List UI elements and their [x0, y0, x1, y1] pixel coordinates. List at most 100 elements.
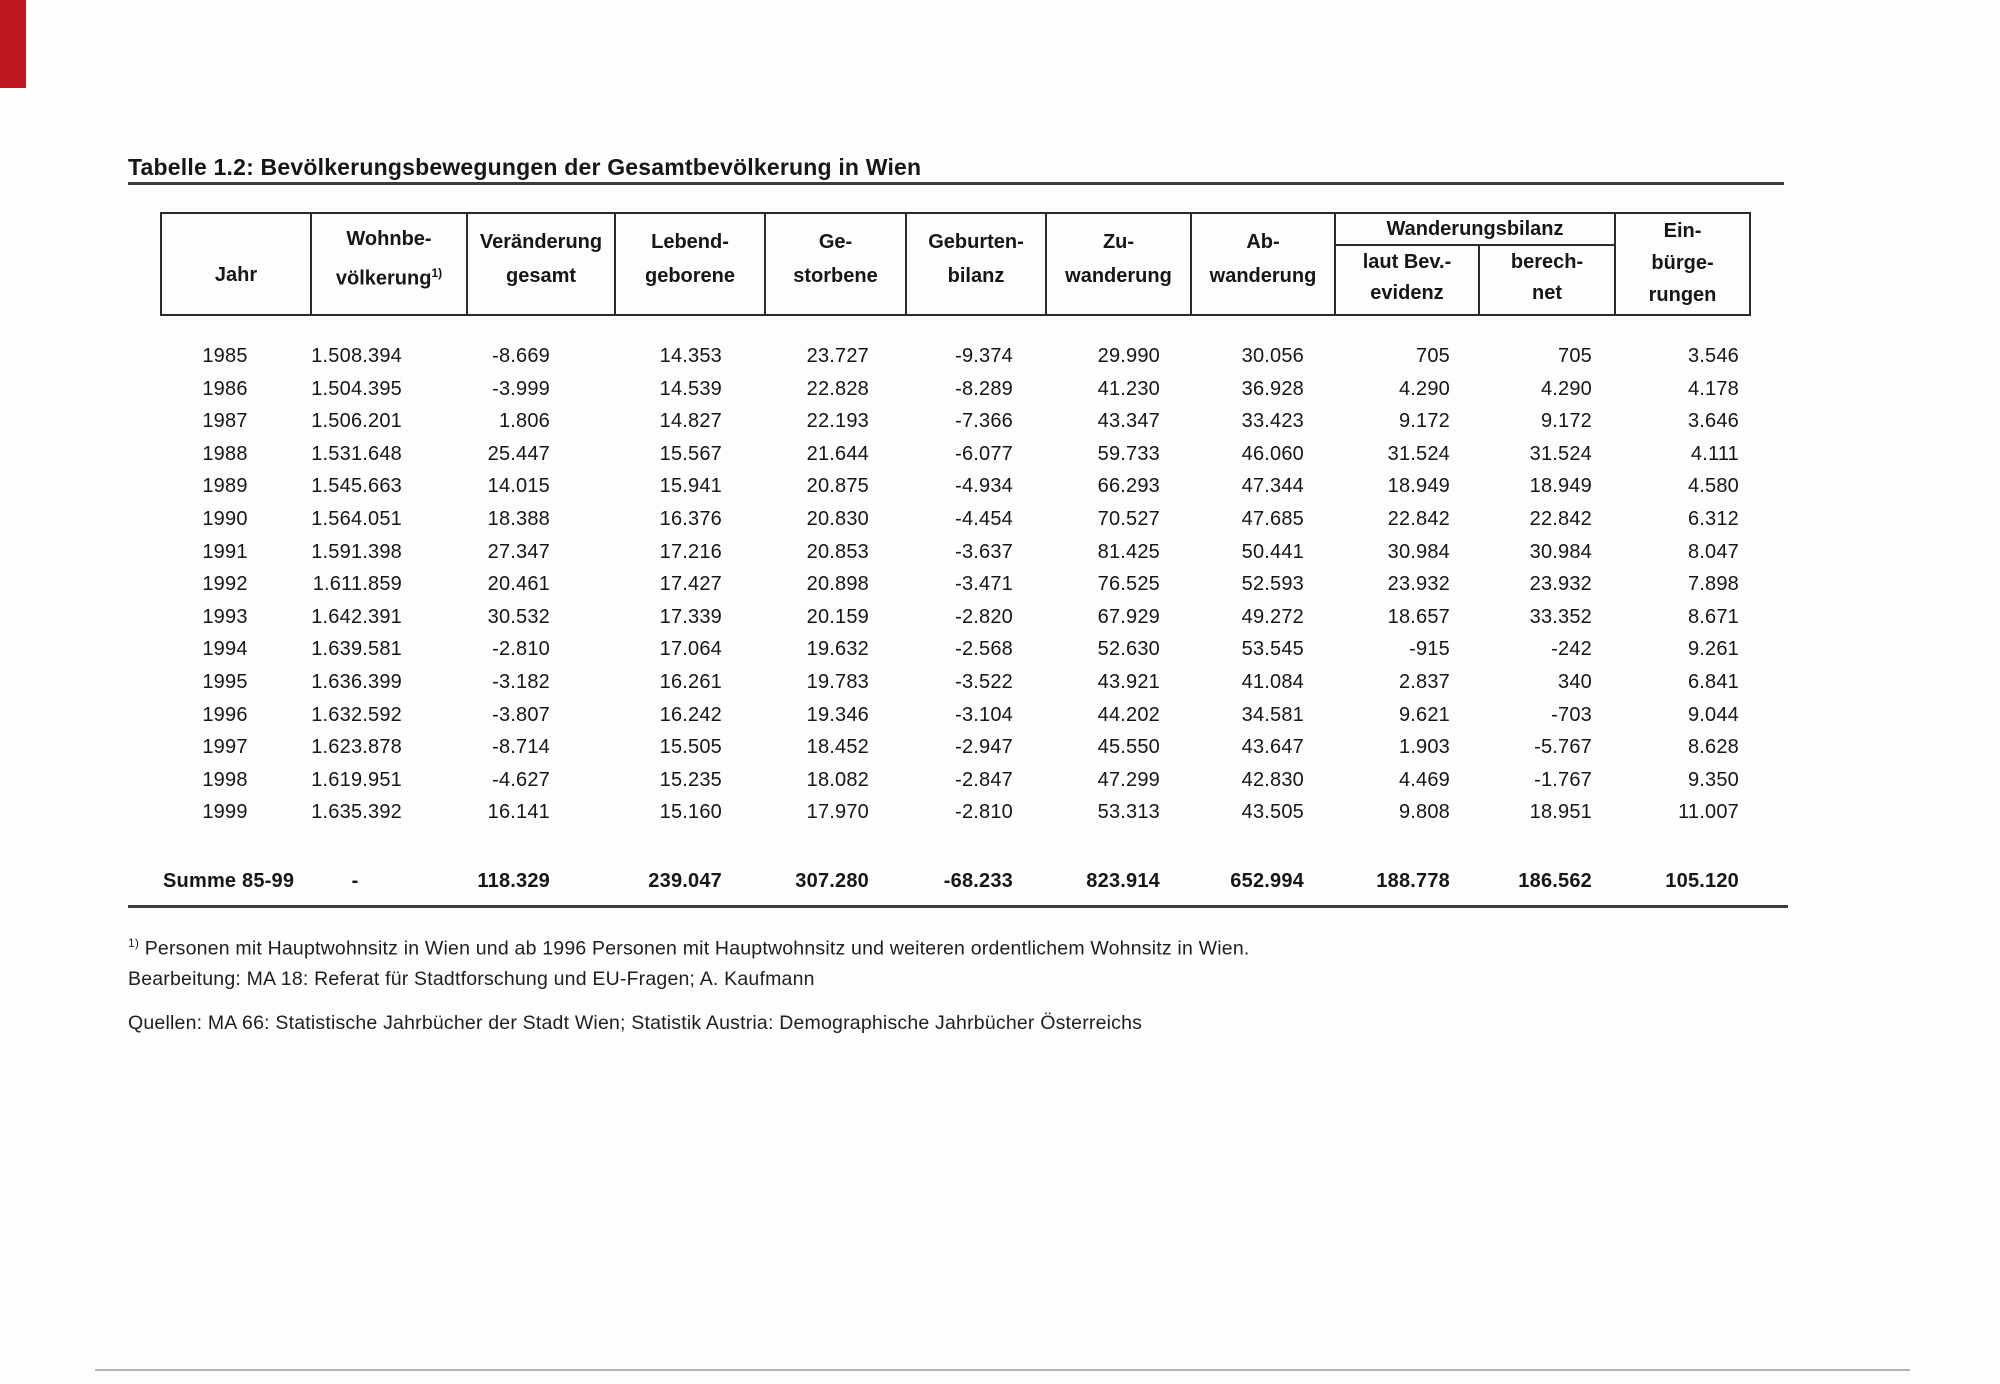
value-cell: 14.827 [659, 410, 722, 433]
value-cell: 20.853 [806, 540, 869, 563]
value-cell: 30.984 [1529, 540, 1592, 563]
value-cell: 16.141 [487, 801, 550, 824]
column-header-line: rungen [1648, 284, 1717, 306]
value-cell: 70.527 [1097, 507, 1160, 530]
scan-artifact-red-bar [0, 0, 26, 88]
column-header-line: bilanz [947, 265, 1005, 287]
value-cell: 15.567 [659, 442, 722, 465]
year-cell: 1999 [202, 801, 248, 824]
value-cell: 340 [1558, 670, 1592, 693]
value-cell: -2.810 [492, 638, 550, 661]
column-header-geburtenbilanz: Geburten- bilanz [905, 214, 1045, 314]
value-cell: 22.842 [1529, 507, 1592, 530]
value-cell: -8.714 [492, 736, 550, 759]
value-cell: -4.454 [955, 507, 1013, 530]
value-cell: 4.290 [1540, 377, 1592, 400]
value-cell: 7.898 [1687, 573, 1739, 596]
column-header-line: storbene [793, 265, 878, 287]
year-cell: 1987 [202, 410, 248, 433]
year-cell: 1991 [202, 540, 248, 563]
value-cell: 1.635.392 [311, 801, 402, 824]
year-cell: 1997 [202, 736, 248, 759]
value-cell: 18.388 [487, 507, 550, 530]
value-cell: 59.733 [1097, 442, 1160, 465]
value-cell: 30.056 [1241, 345, 1304, 367]
table-row: 1991 1.591.398 27.347 17.216 20.853 -3.637 81.… [160, 536, 1747, 569]
table-row: 1999 1.635.392 16.141 15.160 17.970 -2.810 53.… [160, 796, 1747, 829]
value-cell: 9.621 [1398, 703, 1450, 726]
value-cell: 15.160 [659, 801, 722, 824]
column-group-wanderungsbilanz: Wanderungsbilanz laut Bev.- evidenz bere… [1334, 214, 1614, 314]
value-cell: -3.999 [492, 377, 550, 400]
value-cell: 46.060 [1241, 442, 1304, 465]
value-cell: -703 [1551, 703, 1592, 726]
sum-value-cell: 307.280 [795, 870, 869, 892]
column-header-line: evidenz [1370, 282, 1444, 304]
value-cell: 4.290 [1398, 377, 1450, 400]
value-cell: 43.647 [1241, 736, 1304, 759]
value-cell: 16.261 [659, 670, 722, 693]
value-cell: -9.374 [955, 345, 1013, 367]
value-cell: 20.830 [806, 507, 869, 530]
value-cell: 17.339 [659, 605, 722, 628]
footnote-marker: 1) [128, 936, 140, 950]
year-cell: 1988 [202, 442, 248, 465]
sum-value-cell: 652.994 [1230, 870, 1304, 892]
column-group-label: Wanderungsbilanz [1336, 214, 1614, 246]
value-cell: -7.366 [955, 410, 1013, 433]
value-cell: -8.669 [492, 345, 550, 367]
footnote-1-text: Personen mit Hauptwohnsitz in Wien und a… [144, 937, 1250, 960]
table-row: 1998 1.619.951 -4.627 15.235 18.082 -2.847 47.… [160, 764, 1747, 797]
column-header-line: Ge- [818, 231, 853, 253]
value-cell: 1.619.951 [311, 768, 402, 791]
year-cell: 1992 [202, 573, 248, 596]
year-cell: 1985 [202, 345, 248, 367]
column-header-line: Lebend- [651, 231, 729, 253]
value-cell: 20.875 [806, 475, 869, 498]
column-header-zuwanderung: Zu- wanderung [1045, 214, 1190, 314]
year-cell: 1994 [202, 638, 248, 661]
value-cell: 36.928 [1241, 377, 1304, 400]
value-cell: 25.447 [487, 442, 550, 465]
column-header-line: Wohnbe- [346, 228, 432, 251]
value-cell: 17.427 [659, 573, 722, 596]
table-row: 1996 1.632.592 -3.807 16.242 19.346 -3.104 44.… [160, 699, 1747, 732]
value-cell: 44.202 [1097, 703, 1160, 726]
value-cell: 4.111 [1690, 442, 1739, 465]
footnote-marker-superscript: 1) [431, 266, 443, 281]
value-cell: 18.657 [1387, 605, 1450, 628]
value-cell: -3.471 [955, 573, 1013, 596]
value-cell: 41.230 [1097, 377, 1160, 400]
column-header-line: Ab- [1246, 231, 1280, 253]
value-cell: 76.525 [1097, 573, 1160, 596]
value-cell: 8.047 [1687, 540, 1739, 563]
value-cell: 11.007 [1678, 801, 1739, 824]
value-cell: 18.949 [1387, 475, 1450, 498]
value-cell: 50.441 [1241, 540, 1304, 563]
value-cell: 1.903 [1398, 736, 1450, 759]
value-cell: -5.767 [1534, 736, 1592, 759]
value-cell: -2.947 [955, 736, 1013, 759]
value-cell: -2.847 [955, 768, 1013, 791]
value-cell: 19.632 [806, 638, 869, 661]
sum-value-cell: - [351, 870, 359, 892]
value-cell: 34.581 [1241, 703, 1304, 726]
value-cell: -2.820 [955, 605, 1013, 628]
column-header-gestorbene: Ge- storbene [764, 214, 905, 314]
value-cell: 49.272 [1241, 605, 1304, 628]
value-cell: 9.172 [1540, 410, 1592, 433]
value-cell: 9.044 [1687, 703, 1739, 726]
value-cell: -2.810 [955, 801, 1013, 824]
column-header-line: berech- [1510, 251, 1584, 273]
value-cell: 1.632.592 [311, 703, 402, 726]
footnote-1: 1) Personen mit Hauptwohnsitz in Wien un… [128, 936, 1249, 961]
value-cell: 3.546 [1687, 345, 1739, 367]
value-cell: 21.644 [806, 442, 869, 465]
year-cell: 1995 [202, 670, 248, 693]
table-bottom-rule [128, 905, 1788, 908]
value-cell: -6.077 [955, 442, 1013, 465]
year-cell: 1989 [202, 475, 248, 498]
value-cell: 15.235 [659, 768, 722, 791]
value-cell: 1.506.201 [311, 410, 402, 433]
table-row: 1992 1.611.859 20.461 17.427 20.898 -3.471 76.… [160, 568, 1747, 601]
